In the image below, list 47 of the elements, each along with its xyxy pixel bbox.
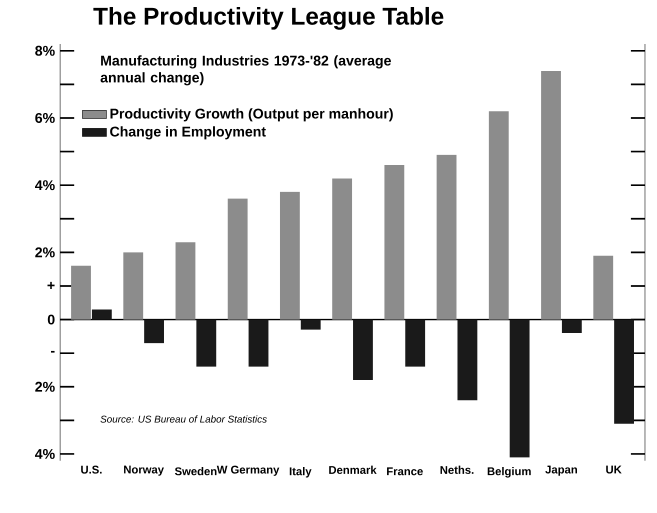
bar <box>457 320 478 400</box>
bar <box>228 198 248 320</box>
bar <box>405 320 426 367</box>
bar <box>614 320 634 424</box>
bar <box>123 252 144 320</box>
x-tick-label: U.S. <box>81 466 102 474</box>
bar <box>300 320 321 330</box>
y-tick-label: + <box>47 282 55 290</box>
bar <box>71 266 91 320</box>
bar <box>436 155 456 320</box>
x-tick-label: Belgium <box>488 467 531 478</box>
x-tick-label: UK <box>606 466 622 474</box>
legend-label: Change in Employment <box>110 126 266 140</box>
legend-label: Productivity Growth (Output per manhour) <box>110 108 393 122</box>
bar <box>196 320 216 367</box>
bar <box>92 310 112 320</box>
bar <box>248 320 268 367</box>
y-tick-label: 4% <box>34 180 55 190</box>
y-tick-label: 6% <box>35 113 55 124</box>
bar <box>280 192 300 320</box>
bar <box>332 178 352 320</box>
bar <box>593 256 614 320</box>
chart-title: The Productivity League Table <box>93 7 444 30</box>
x-tick-label: Denmark <box>329 466 377 474</box>
x-tick-label: Norway <box>124 466 164 476</box>
bar <box>176 242 196 320</box>
y-tick-label: 8% <box>35 46 55 56</box>
x-tick-label: Neths. <box>440 466 474 474</box>
bar <box>384 165 404 320</box>
y-tick-label: 0 <box>48 314 55 325</box>
y-tick-label: - <box>50 351 55 353</box>
bar <box>353 320 373 380</box>
y-tick-label: 2% <box>35 382 55 392</box>
y-tick-label: 2% <box>35 248 55 258</box>
x-tick-label: Sweden <box>174 467 216 476</box>
y-tick-label: 4% <box>34 449 55 460</box>
annotation: Source: US Bureau of Labor Statistics <box>100 416 267 423</box>
bar <box>488 111 509 320</box>
bar <box>144 320 164 344</box>
x-tick-label: Italy <box>290 467 312 478</box>
bar <box>541 71 561 320</box>
text: Manufacturing Industries 1973-'82 (average annual change) <box>100 55 391 86</box>
x-tick-label: W Germany <box>216 466 280 476</box>
bar <box>562 320 582 334</box>
x-tick-label: Japan <box>545 466 578 476</box>
bar <box>510 320 530 458</box>
x-tick-label: France <box>387 468 423 476</box>
